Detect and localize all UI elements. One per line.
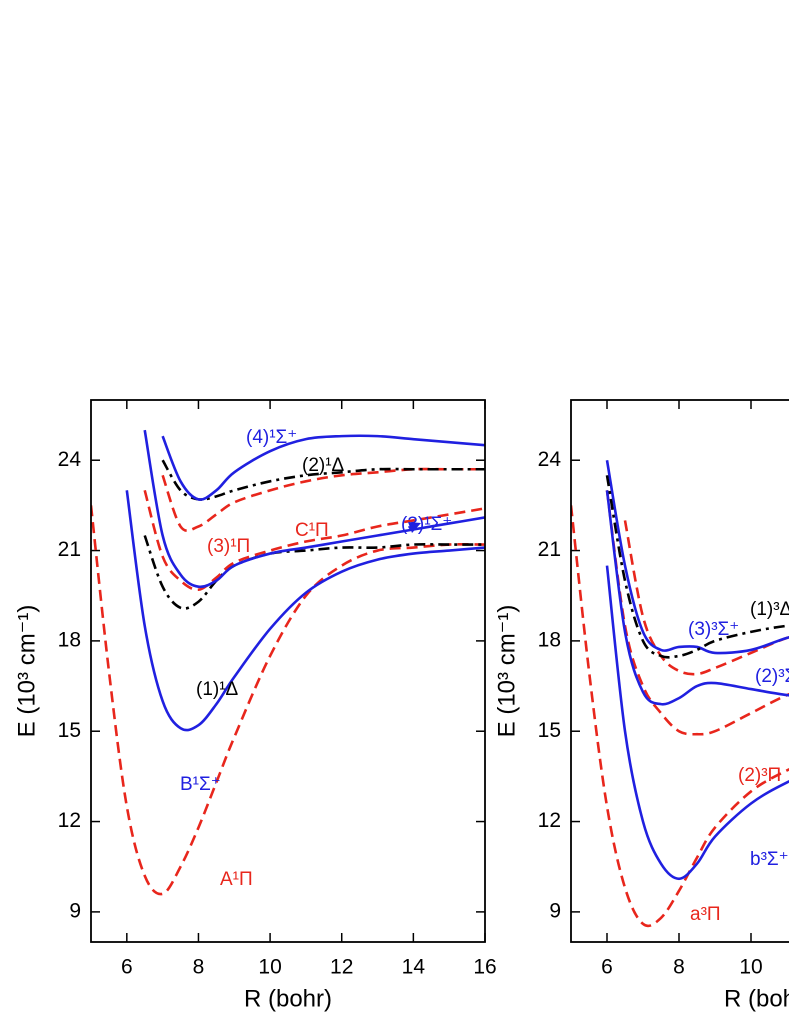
- y-tick-label: 21: [538, 538, 561, 561]
- curve: [605, 565, 789, 881]
- curve: [143, 489, 485, 592]
- curve-label: (3)³Σ⁺: [688, 619, 739, 640]
- plot: [91, 429, 485, 896]
- curve: [623, 520, 789, 676]
- x-tick-label: 12: [330, 956, 353, 979]
- y-axis-label: E (10³ cm⁻¹): [13, 605, 40, 738]
- y-tick-label: 24: [58, 448, 82, 471]
- curve-label: b³Σ⁺: [750, 849, 789, 870]
- x-tick-label: 8: [673, 956, 685, 979]
- y-tick-label: 21: [58, 538, 81, 561]
- x-tick-label: 16: [473, 956, 496, 979]
- curve-label: (2)³Π: [738, 765, 781, 786]
- y-tick-label: 18: [538, 628, 561, 651]
- curve-label: (2)³Σ⁺: [755, 666, 789, 687]
- x-tick-label: 6: [601, 956, 613, 979]
- x-axis-label: R (bohr): [724, 985, 789, 1012]
- curve-label: (1)¹Δ: [196, 679, 239, 700]
- curve-label: (2)¹Δ: [302, 455, 345, 476]
- curve: [605, 490, 789, 706]
- x-axis-label: R (bohr): [244, 985, 332, 1012]
- plot-frame: [90, 399, 486, 943]
- y-tick-label: 24: [538, 448, 562, 471]
- curve: [605, 475, 789, 659]
- y-tick-label: 12: [538, 809, 561, 832]
- y-tick-label: 9: [549, 899, 561, 922]
- curve-label: (1)³Δ: [750, 599, 789, 620]
- curve-label: a³Π: [690, 904, 721, 925]
- plot: [571, 460, 789, 928]
- curve: [161, 434, 485, 501]
- y-tick-label: 9: [69, 899, 81, 922]
- y-tick-label: 18: [58, 628, 81, 651]
- plot-frame: [570, 399, 789, 943]
- y-tick-label: 15: [538, 719, 561, 742]
- x-tick-label: 8: [193, 956, 205, 979]
- curve: [161, 467, 485, 533]
- y-tick-label: 12: [58, 809, 81, 832]
- curve: [571, 505, 789, 928]
- curve-label: (3)¹Π: [207, 536, 250, 557]
- x-tick-label: 14: [402, 956, 426, 979]
- curve: [605, 460, 789, 655]
- arrow: [408, 522, 421, 533]
- x-tick-label: 10: [739, 956, 762, 979]
- curve-label: B¹Σ⁺: [180, 774, 221, 795]
- curve: [91, 505, 485, 896]
- x-tick-label: 10: [258, 956, 281, 979]
- curve-label: C¹Π: [295, 520, 329, 541]
- y-axis-label: E (10³ cm⁻¹): [493, 605, 520, 738]
- curve-label: (4)¹Σ⁺: [246, 427, 297, 448]
- curve: [125, 490, 485, 732]
- curve-label: A¹Π: [220, 869, 253, 890]
- curve: [143, 535, 485, 610]
- y-tick-label: 15: [58, 719, 81, 742]
- curve-label: (3)¹Σ⁺: [401, 514, 452, 535]
- x-tick-label: 6: [121, 956, 133, 979]
- curve: [143, 429, 485, 589]
